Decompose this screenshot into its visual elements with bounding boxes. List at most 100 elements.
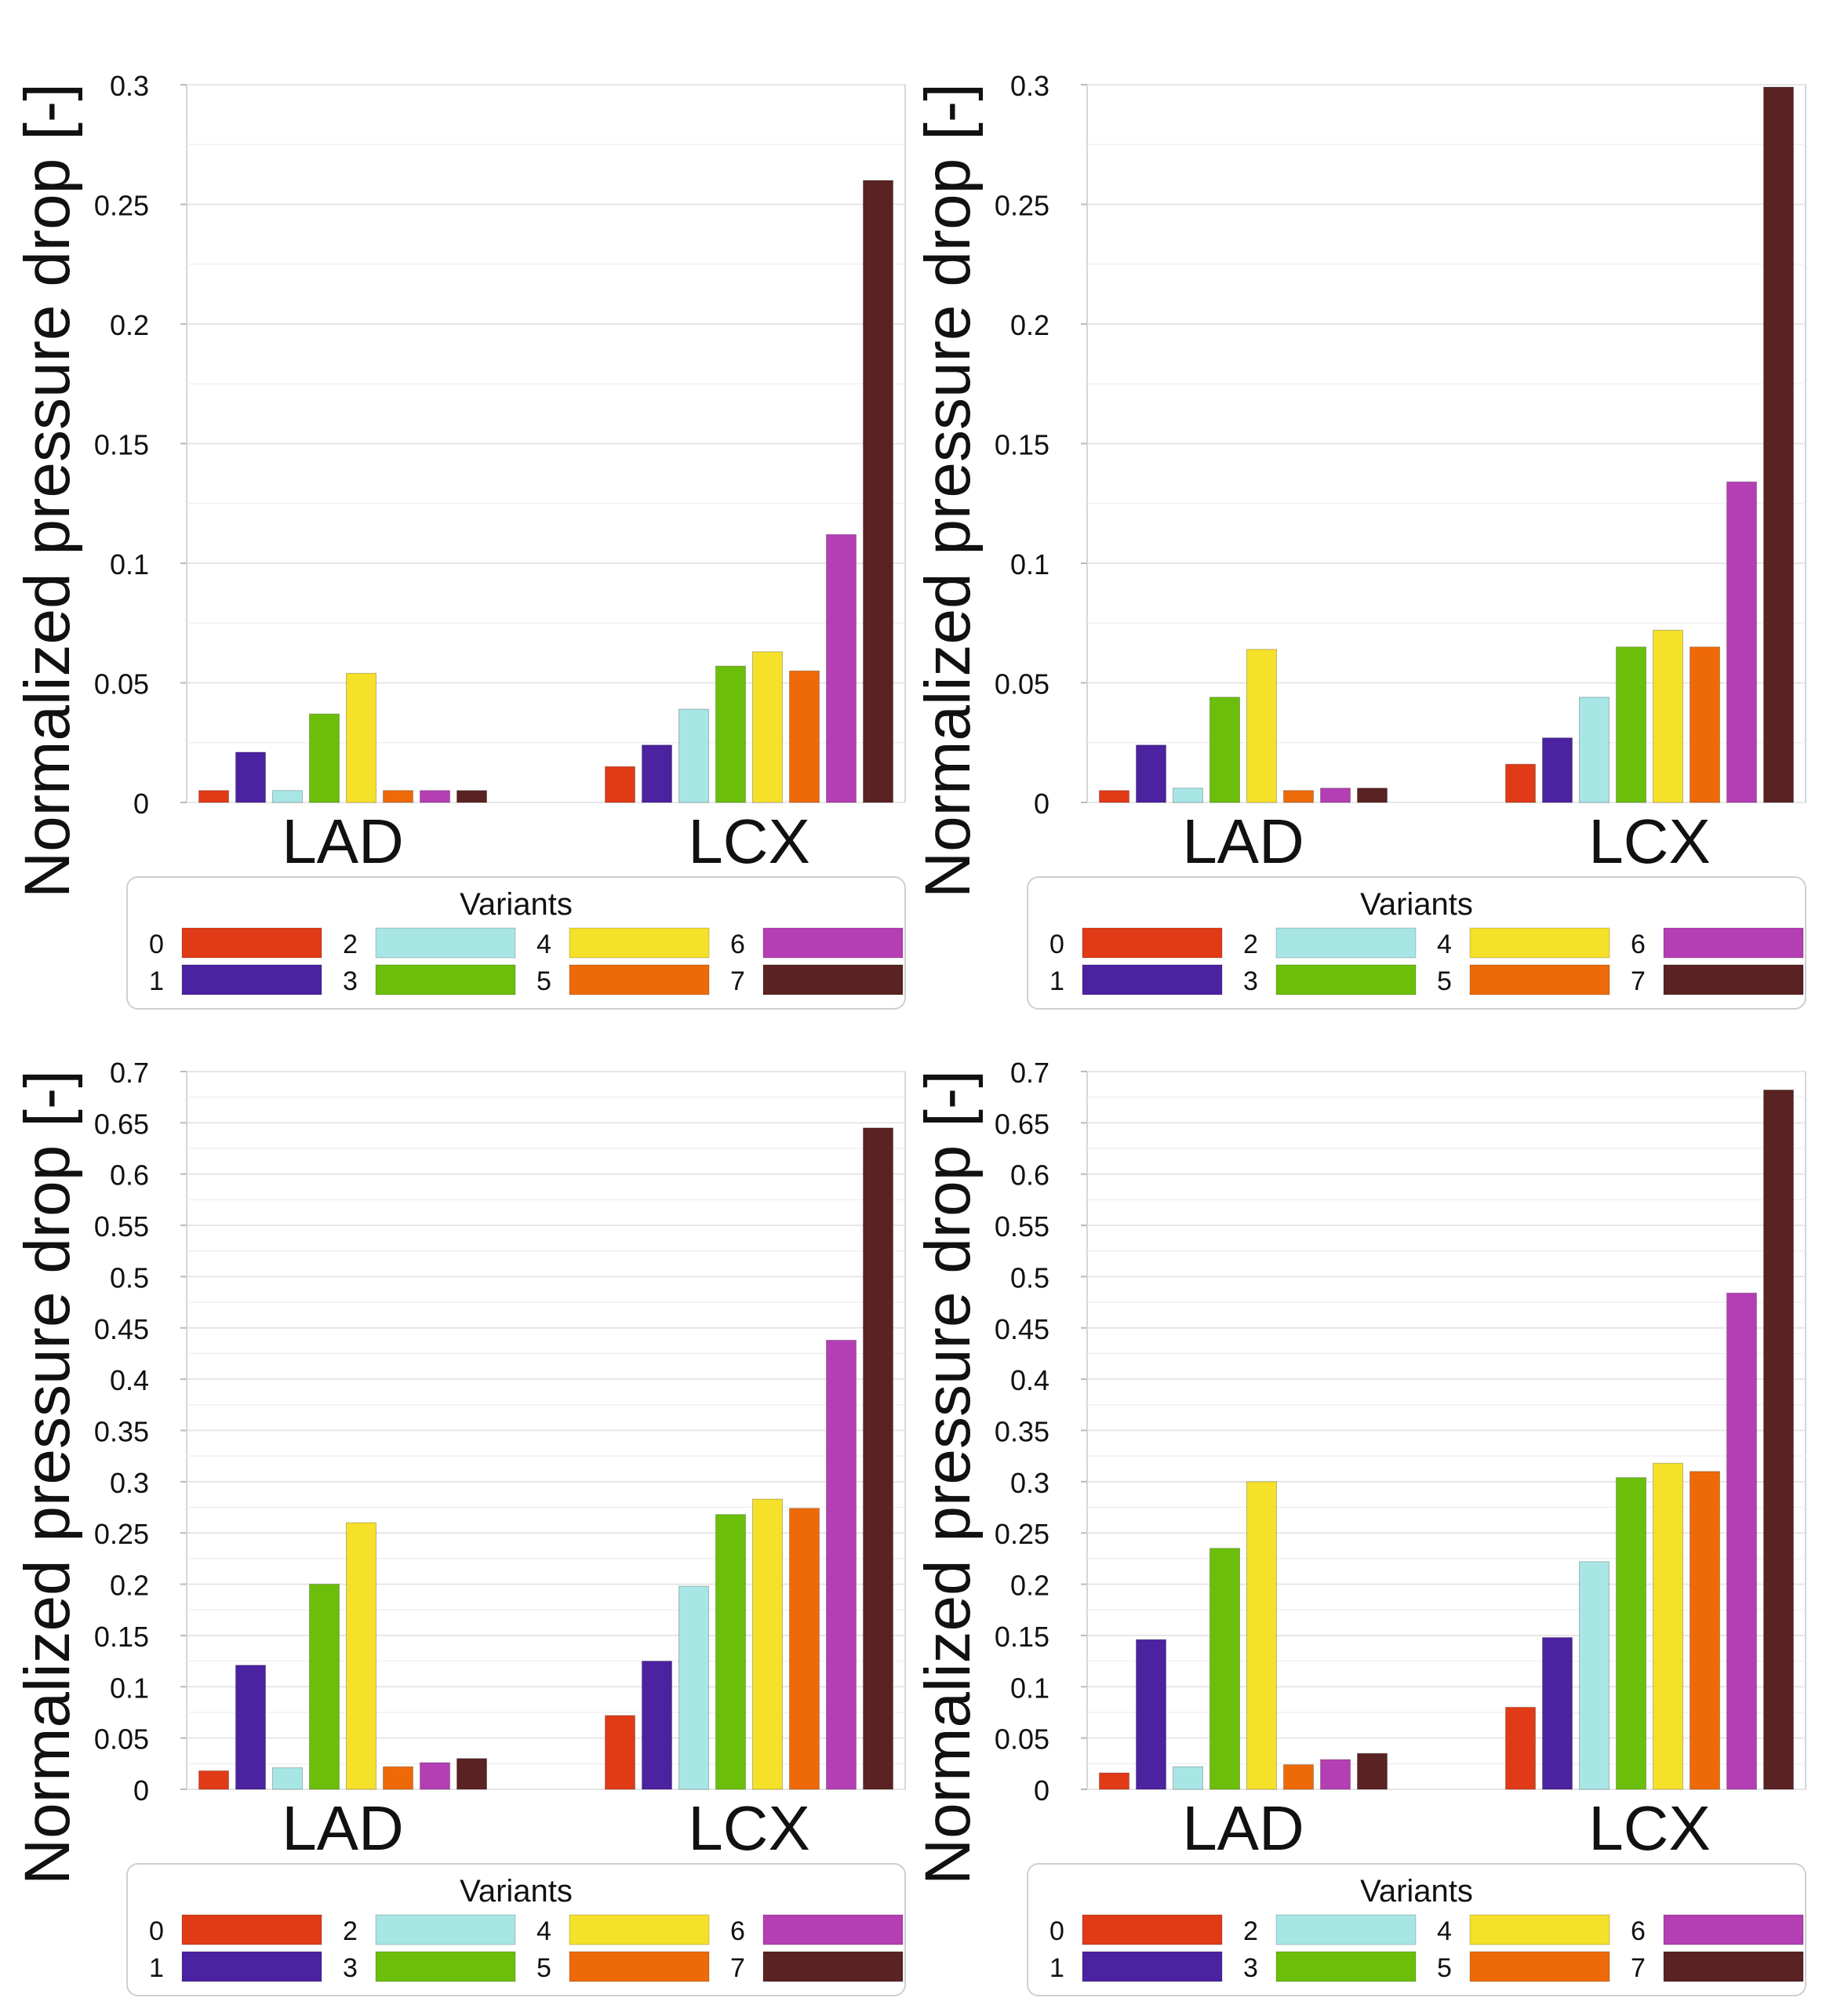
bar-lad-variant-6 [1320,788,1351,803]
bar-lad-variant-1 [235,751,266,803]
bar-lad-variant-0 [1099,790,1129,803]
x-category-label-lcx: LCX [688,1793,810,1863]
legend-title: Variants [460,1874,573,1909]
bar-lcx-variant-6 [826,533,857,803]
y-tick-label: 0.6 [110,1159,149,1192]
bar-lcx-variant-3 [1616,1477,1646,1790]
legend-label-3: 3 [343,1953,358,1983]
x-category-label-lad: LAD [1182,806,1304,876]
legend-label-0: 0 [149,1916,164,1946]
bar-lcx-variant-3 [715,1514,746,1790]
bar-lcx-variant-2 [1579,1561,1610,1790]
x-category-label-lcx: LCX [1588,806,1711,876]
legend-swatch-1 [181,1951,322,1982]
y-tick-label: 0.7 [110,1057,149,1089]
legend-swatch-5 [569,964,710,995]
x-category-label-lcx: LCX [1588,1793,1711,1863]
y-tick-label: 0.4 [110,1364,149,1396]
legend-swatch-7 [762,964,904,995]
legend-label-3: 3 [343,966,358,996]
bar-lad-variant-1 [235,1665,266,1790]
y-tick-label: 0.1 [1010,1672,1049,1704]
bar-lad-variant-4 [1246,1481,1277,1790]
legend-label-1: 1 [149,966,164,996]
bar-lad-variant-1 [1136,744,1166,803]
chart-panel-4: 0 0.05 0.1 0.15 0.2 0.25 0.3 0.35 0.4 0.45 0.5 0.55… [912,1057,1806,1996]
y-tick-label: 0.55 [995,1210,1049,1243]
legend-label-7: 7 [1631,1953,1646,1983]
y-tick-label: 0.25 [995,190,1049,222]
bar-lad-variant-7 [1357,1752,1388,1790]
legend-swatch-4 [569,927,710,959]
y-tick-label: 0.15 [995,429,1049,461]
bar-lcx-variant-7 [863,180,893,803]
y-tick-label: 0.5 [1010,1261,1049,1294]
legend-swatch-2 [1275,927,1417,959]
y-tick-label: 0.5 [110,1261,149,1294]
bar-lcx-variant-4 [752,1498,783,1790]
bar-lad-variant-6 [1320,1759,1351,1790]
legend-swatch-1 [1082,1951,1223,1982]
legend-label-1: 1 [1049,1953,1064,1983]
bar-lad-variant-4 [1246,649,1277,803]
bar-lcx-variant-0 [605,1715,635,1790]
legend-label-5: 5 [537,966,551,996]
legend-swatch-6 [1663,927,1804,959]
legend-label-6: 6 [730,1916,745,1946]
y-tick-label: 0.2 [110,309,149,341]
legend-swatch-4 [1469,927,1610,959]
bar-lad-variant-6 [420,1762,450,1790]
bar-lad-variant-3 [1209,1548,1240,1790]
bar-lcx-variant-3 [1616,646,1646,803]
legend-swatch-2 [375,1914,516,1945]
legend-swatch-0 [181,1914,322,1945]
legend-swatch-1 [1082,964,1223,995]
legend-label-5: 5 [537,1953,551,1983]
y-tick-label: 0.15 [995,1621,1049,1653]
bar-lad-variant-4 [346,1522,376,1790]
legend-label-0: 0 [1049,1916,1064,1946]
legend-swatch-5 [569,1951,710,1982]
y-tick-label: 0.45 [94,1313,149,1345]
x-category-label-lcx: LCX [688,806,810,876]
x-category-label-lad: LAD [282,1793,404,1863]
legend-swatch-7 [762,1951,904,1982]
legend-label-7: 7 [730,1953,745,1983]
bar-lcx-variant-1 [1542,1637,1573,1790]
bar-lad-variant-4 [346,672,376,803]
legend-label-7: 7 [730,966,745,996]
bar-lcx-variant-5 [1690,1471,1720,1790]
legend-swatch-7 [1663,964,1804,995]
y-tick-label: 0.1 [110,548,149,580]
legend-swatch-3 [1275,1951,1417,1982]
legend-swatch-6 [762,927,904,959]
y-tick-label: 0.15 [94,1621,149,1653]
bar-lcx-variant-0 [605,766,635,803]
legend-title: Variants [460,887,573,922]
legend-label-4: 4 [537,930,551,959]
legend-label-1: 1 [1049,966,1064,996]
y-tick-label: 0.45 [995,1313,1049,1345]
legend-swatch-2 [1275,1914,1417,1945]
bar-lcx-variant-1 [1542,737,1573,803]
y-tick-label: 0.3 [1010,70,1049,102]
bar-lad-variant-3 [309,1584,340,1790]
y-tick-label: 0.65 [995,1108,1049,1140]
y-axis-title: Normalized pressure drop [-] [12,1070,83,1885]
bar-lad-variant-3 [1209,697,1240,803]
chart-panel-2: 0 0.05 0.1 0.15 0.2 0.25 0.3 LAD LCX Normalized p… [912,70,1806,1010]
bar-lcx-variant-2 [678,708,709,803]
legend-swatch-5 [1469,964,1610,995]
y-tick-label: 0.3 [1010,1467,1049,1499]
legend-label-4: 4 [1437,930,1452,959]
bar-lcx-variant-6 [1726,1292,1757,1790]
y-tick-label: 0.6 [1010,1159,1049,1192]
bar-lcx-variant-3 [715,665,746,803]
bar-lcx-variant-6 [1726,481,1757,803]
bar-lcx-variant-5 [789,670,820,803]
y-axis-title: Normalized pressure drop [-] [912,83,984,898]
y-tick-label: 0.3 [110,70,149,102]
bar-lad-variant-2 [272,790,303,803]
bar-lcx-variant-4 [1653,1462,1683,1790]
